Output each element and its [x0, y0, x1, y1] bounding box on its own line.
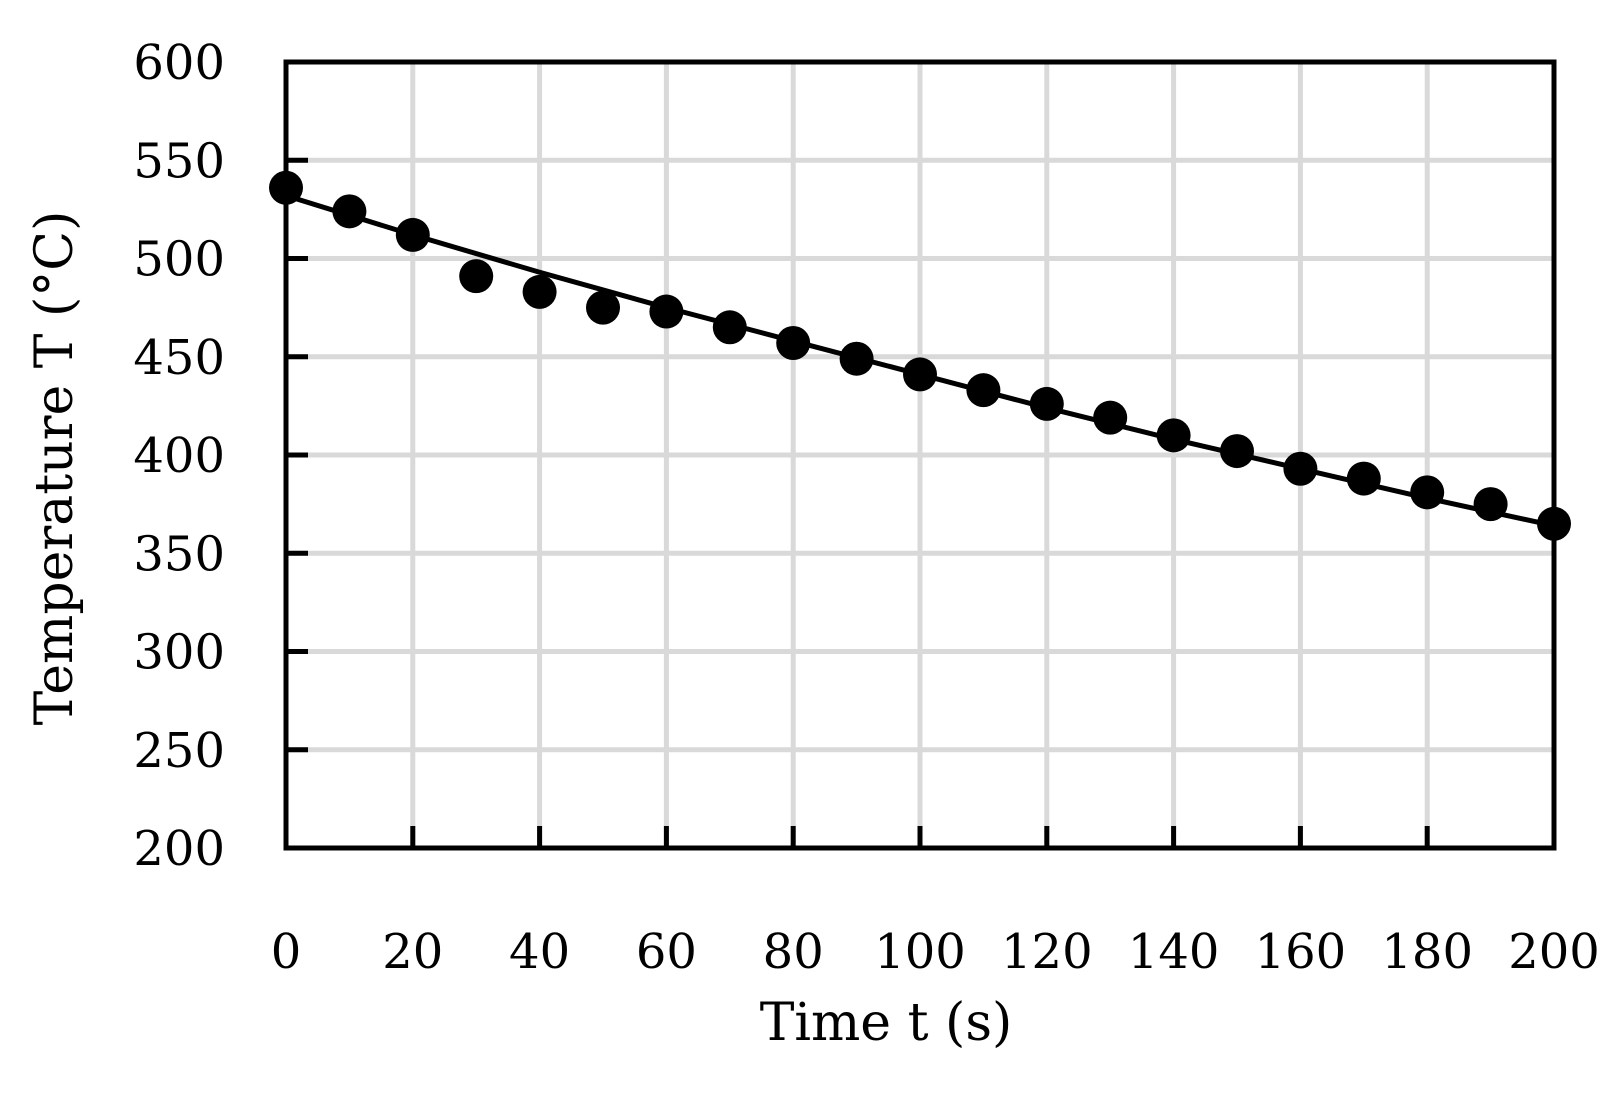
x-tick-label-6: 120	[1001, 924, 1093, 980]
data-point-5	[586, 290, 620, 325]
data-point-0	[269, 170, 303, 205]
y-tick-label-3: 350	[133, 526, 225, 582]
data-point-17	[1346, 461, 1381, 496]
data-point-6	[649, 294, 684, 329]
data-point-9	[839, 341, 874, 376]
x-tick-label-1: 20	[382, 924, 443, 980]
data-point-18	[1410, 475, 1445, 510]
data-point-11	[966, 373, 1001, 408]
y-tick-label-0: 200	[133, 821, 225, 877]
y-tick-label-7: 550	[133, 133, 225, 189]
data-point-13	[1093, 400, 1128, 435]
data-point-8	[776, 325, 811, 360]
x-tick-label-0: 0	[271, 924, 302, 980]
x-tick-label-9: 180	[1381, 924, 1473, 980]
x-tick-label-7: 140	[1128, 924, 1220, 980]
data-point-1	[332, 194, 367, 229]
y-tick-label-2: 300	[133, 625, 225, 681]
y-tick-label-6: 500	[133, 232, 225, 288]
x-tick-labels: 0 20 40 60 80 100 120 140 160 180 200	[271, 924, 1600, 980]
data-point-19	[1473, 487, 1508, 522]
y-tick-labels: 200 250 300 350 400 450 500 550 600	[133, 35, 225, 877]
data-point-7	[712, 310, 747, 345]
data-point-16	[1283, 451, 1318, 486]
y-tick-label-1: 250	[133, 723, 225, 779]
y-axis-title: Temperature T (°C)	[25, 211, 85, 726]
data-point-2	[395, 217, 430, 252]
y-tick-label-8: 600	[133, 35, 225, 91]
grid	[286, 62, 1554, 848]
x-tick-label-8: 160	[1255, 924, 1347, 980]
data-point-15	[1220, 434, 1254, 469]
x-tick-label-10: 200	[1508, 924, 1600, 980]
x-tick-label-3: 60	[636, 924, 697, 980]
data-point-12	[1029, 386, 1064, 421]
x-tick-label-2: 40	[509, 924, 570, 980]
data-point-20	[1537, 506, 1571, 541]
x-tick-label-4: 80	[763, 924, 824, 980]
y-tick-label-5: 450	[133, 330, 225, 386]
data-point-3	[459, 259, 494, 294]
x-axis-title: Time t (s)	[760, 993, 1013, 1053]
data-point-10	[903, 357, 937, 392]
y-tick-label-4: 400	[133, 428, 225, 484]
data-points	[269, 170, 1571, 541]
x-tick-label-5: 100	[874, 924, 966, 980]
data-point-4	[522, 274, 557, 309]
tick-marks	[283, 59, 1557, 851]
data-point-14	[1156, 418, 1191, 453]
